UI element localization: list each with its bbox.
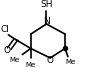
Text: N: N [43,17,50,26]
Text: Me: Me [10,57,20,63]
Text: Cl: Cl [1,25,10,34]
Text: SH: SH [40,0,53,9]
Text: O: O [3,46,10,55]
Text: Me: Me [26,62,36,68]
Text: Me: Me [66,59,76,65]
Text: O: O [47,56,54,65]
